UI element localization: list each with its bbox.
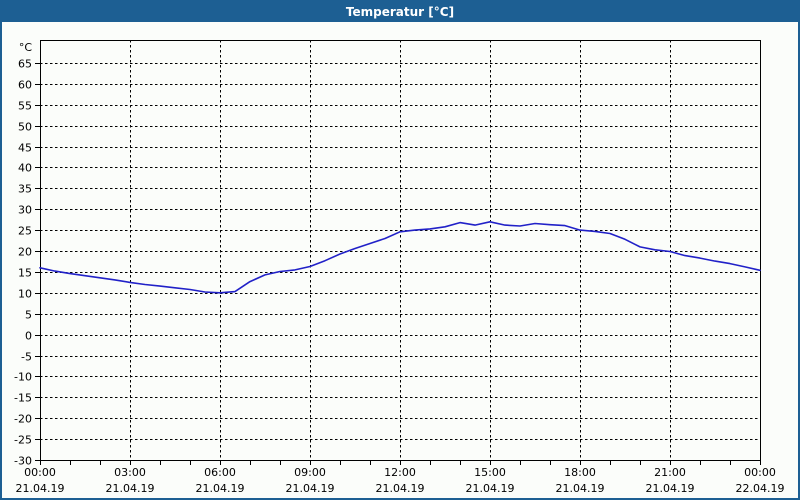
y-tick-label: 35 — [18, 183, 32, 196]
y-tick-label: 5 — [25, 309, 32, 322]
x-tick-time-label: 21:00 — [654, 466, 686, 479]
x-tick-date-label: 21.04.19 — [556, 482, 605, 495]
y-tick-label: -25 — [14, 434, 32, 447]
y-tick-label: 30 — [18, 204, 32, 217]
y-tick-label: 55 — [18, 100, 32, 113]
y-tick-label: 50 — [18, 121, 32, 134]
x-tick-time-label: 09:00 — [294, 466, 326, 479]
x-tick-time-label: 06:00 — [204, 466, 236, 479]
title-bar: Temperatur [°C] — [2, 2, 798, 22]
plot-border — [40, 40, 761, 461]
y-tick-label: -5 — [21, 351, 32, 364]
y-axis-unit-label: °C — [19, 41, 33, 54]
y-tick-label: 10 — [18, 288, 32, 301]
y-tick-label: 25 — [18, 225, 32, 238]
y-tick-label: 40 — [18, 162, 32, 175]
x-tick-date-label: 21.04.19 — [16, 482, 65, 495]
x-tick-date-label: 21.04.19 — [196, 482, 245, 495]
x-tick-date-label: 21.04.19 — [376, 482, 425, 495]
x-tick-date-label: 21.04.19 — [106, 482, 155, 495]
window-title: Temperatur [°C] — [345, 5, 455, 19]
x-tick-date-label: 21.04.19 — [286, 482, 335, 495]
x-tick-time-label: 00:00 — [744, 466, 776, 479]
y-tick-label: 65 — [18, 58, 32, 71]
y-tick-label: 60 — [18, 79, 32, 92]
y-tick-label: 20 — [18, 246, 32, 259]
y-tick-label: -15 — [14, 392, 32, 405]
x-tick-time-label: 18:00 — [564, 466, 596, 479]
x-tick-time-label: 00:00 — [24, 466, 56, 479]
y-tick-label: -20 — [14, 413, 32, 426]
y-tick-label: 15 — [18, 267, 32, 280]
x-tick-date-label: 22.04.19 — [736, 482, 785, 495]
y-tick-label: -10 — [14, 371, 32, 384]
x-tick-time-label: 03:00 — [114, 466, 146, 479]
y-tick-label: -30 — [14, 455, 32, 468]
y-tick-label: 0 — [25, 330, 32, 343]
x-tick-date-label: 21.04.19 — [466, 482, 515, 495]
x-tick-date-label: 21.04.19 — [646, 482, 695, 495]
x-tick-time-label: 15:00 — [474, 466, 506, 479]
temperature-line — [39, 221, 761, 294]
x-tick-time-label: 12:00 — [384, 466, 416, 479]
y-tick-label: 45 — [18, 142, 32, 155]
